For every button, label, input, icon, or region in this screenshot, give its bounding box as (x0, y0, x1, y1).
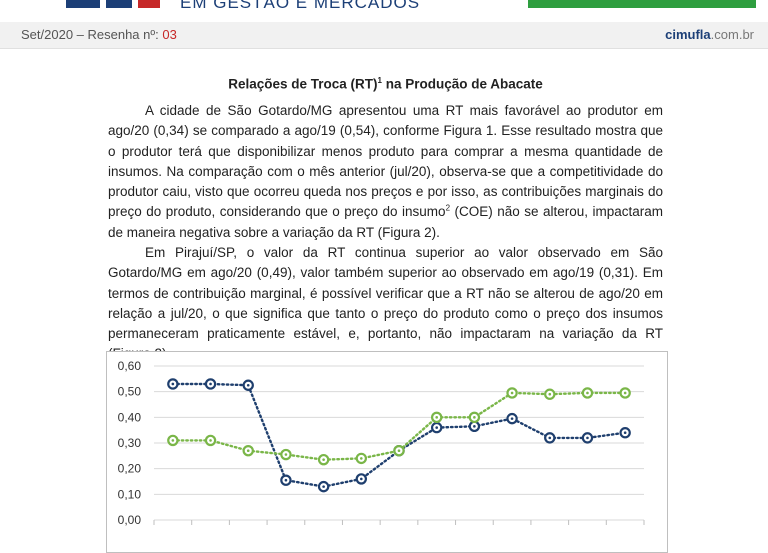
title-footnote-ref: 1 (377, 76, 382, 85)
y-tick-label: 0,60 (118, 359, 142, 373)
y-tick-label: 0,10 (118, 487, 142, 501)
data-point-center (397, 449, 401, 452)
data-point-center (322, 458, 325, 461)
issue-number: 03 (162, 27, 177, 42)
site-name: cimufla (665, 27, 711, 42)
site-link[interactable]: cimufla.com.br (665, 27, 754, 42)
brand-accent-bar (528, 0, 756, 8)
data-point-center (623, 431, 627, 435)
p1-footnote-ref: 2 (445, 203, 451, 213)
data-point-center (171, 382, 175, 386)
data-point-center (246, 449, 250, 452)
data-point-center (623, 391, 627, 395)
brand-tagline: EM GESTÃO E MERCADOS (180, 0, 421, 12)
p1-text-a: A cidade de São Gotardo/MG apresentou um… (108, 103, 663, 220)
y-tick-label: 0,20 (118, 462, 142, 476)
paragraph-sao-gotardo: A cidade de São Gotardo/MG apresentou um… (108, 101, 663, 243)
data-point-center (586, 391, 589, 395)
data-point-center (284, 478, 288, 482)
top-banner: EM GESTÃO E MERCADOS (0, 0, 768, 22)
data-point-center (510, 391, 514, 395)
y-tick-label: 0,00 (118, 513, 142, 527)
data-point-center (548, 436, 552, 440)
y-tick-label: 0,30 (118, 436, 142, 450)
issue-bar: Set/2020 – Resenha nº: 03 cimufla.com.br (0, 22, 768, 49)
data-point-center (435, 416, 438, 419)
data-point-center (510, 417, 514, 420)
p1-text-b: (COE) não se alterou, impactaram de mane… (108, 204, 663, 240)
site-tld: .com.br (710, 27, 754, 42)
series-line-1 (171, 382, 627, 488)
data-point-center (548, 392, 552, 396)
data-point-center (360, 457, 363, 460)
data-point-center (435, 426, 438, 429)
data-point-center (360, 477, 363, 481)
data-point-center (171, 439, 175, 442)
title-suffix: na Produção de Abacate (381, 76, 543, 92)
paragraph-pirajui: Em Pirajuí/SP, o valor da RT continua su… (108, 245, 663, 361)
issue-info: Set/2020 – Resenha nº: 03 (21, 27, 177, 42)
data-point-center (473, 416, 476, 419)
issue-prefix: Set/2020 – Resenha nº: (21, 27, 163, 42)
article-title: Relações de Troca (RT)1 na Produção de A… (108, 76, 663, 92)
data-point-center (209, 439, 212, 442)
title-text: Relações de Troca (RT) (228, 76, 378, 92)
data-point-center (284, 453, 288, 456)
brand-logo (66, 0, 160, 8)
rt-line-chart: 0,00 0,10 0,20 0,30 0,40 0,50 0,60 (118, 359, 645, 527)
data-point-center (586, 436, 589, 440)
data-point-center (246, 383, 250, 387)
data-point-center (322, 485, 325, 488)
data-point-center (209, 382, 212, 386)
y-tick-label: 0,50 (118, 385, 142, 399)
data-point-center (473, 425, 476, 428)
y-tick-label: 0,40 (118, 410, 142, 424)
